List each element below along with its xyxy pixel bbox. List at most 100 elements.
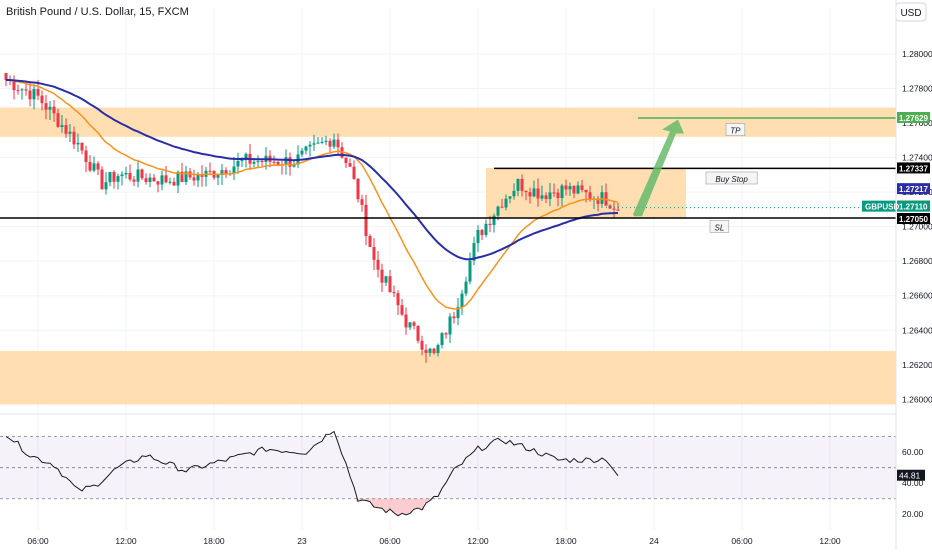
price-tag-ema_blue — [897, 183, 930, 195]
time-tick-label: 12:00 — [115, 536, 137, 546]
candle-body — [520, 178, 524, 191]
candle-body — [288, 157, 292, 167]
candle-body — [540, 195, 544, 199]
candle-body — [36, 89, 40, 96]
price-tick-label: 1.27600 — [902, 118, 932, 128]
candle-body — [272, 161, 276, 163]
candle-body — [216, 174, 220, 178]
price-tick-label: 1.26000 — [902, 394, 932, 404]
candle-body — [400, 305, 404, 315]
candle-body — [76, 142, 80, 145]
price-pane[interactable]: TP Buy Stop SL — [0, 8, 896, 530]
candle-body — [332, 139, 336, 147]
candle-body — [140, 169, 144, 179]
candle-body — [548, 192, 552, 200]
candle-body — [512, 190, 516, 197]
price-tick-label: 1.27400 — [902, 153, 932, 163]
annotation-tp: TP — [730, 127, 741, 136]
candle-body — [56, 113, 60, 127]
candle-body — [100, 169, 104, 190]
time-tick-label: 06:00 — [27, 536, 49, 546]
candle-body — [612, 208, 616, 210]
candle-body — [524, 190, 528, 193]
candle-body — [556, 192, 560, 199]
candle-body — [40, 95, 44, 104]
price-tag-tp — [897, 111, 930, 123]
candle-body — [136, 169, 140, 182]
rsi-tick-label: 20.00 — [902, 509, 924, 519]
candle-body — [448, 316, 452, 335]
candle-body — [144, 178, 148, 182]
candle-body — [412, 322, 416, 326]
candle-body — [532, 188, 536, 197]
candle-body — [488, 223, 492, 225]
candle-body — [432, 348, 436, 354]
candle-body — [452, 316, 456, 319]
symbol-tag-label: GBPUSD — [865, 203, 899, 212]
candle-body — [468, 260, 472, 282]
candle-body — [108, 172, 112, 183]
candle-body — [12, 81, 16, 91]
candle-body — [372, 246, 376, 260]
candle-body — [96, 163, 100, 170]
time-tick-label: 12:00 — [467, 536, 489, 546]
candle-body — [292, 164, 296, 167]
candle-body — [308, 144, 312, 147]
currency-button-label: USD — [900, 8, 921, 19]
candle-body — [504, 198, 508, 208]
candle-body — [160, 175, 164, 185]
candle-body — [220, 170, 224, 175]
candle-body — [112, 172, 116, 182]
price-tag-last-label: 1.27110 — [899, 203, 928, 212]
candle-body — [396, 293, 400, 306]
candle-body — [80, 142, 84, 151]
candle-body — [480, 229, 484, 236]
candle-body — [320, 141, 324, 143]
candle-body — [152, 177, 156, 182]
candle-body — [132, 179, 136, 182]
candle-body — [492, 215, 496, 225]
candle-body — [32, 89, 36, 100]
time-tick-label: 12:00 — [819, 536, 841, 546]
candle-body — [60, 125, 64, 127]
candle-body — [172, 181, 176, 186]
candle-body — [256, 161, 260, 163]
candle-body — [356, 178, 360, 200]
candle-body — [608, 205, 612, 209]
price-tag-buy_stop — [897, 162, 930, 174]
time-tick-label: 06:00 — [731, 536, 753, 546]
candle-body — [244, 153, 248, 161]
candle-body — [48, 106, 52, 110]
candle-body — [384, 276, 388, 283]
candle-body — [428, 348, 432, 353]
chart-title: British Pound / U.S. Dollar, 15, FXCM — [6, 6, 189, 18]
candle-body — [364, 204, 368, 237]
candle-body — [92, 163, 96, 171]
candle-body — [380, 269, 384, 283]
rsi-pane[interactable] — [0, 413, 896, 517]
candle-body — [120, 174, 124, 177]
candle-body — [184, 171, 188, 182]
candle-body — [200, 174, 204, 177]
candle-body — [600, 192, 604, 204]
price-tag-buy_stop-label: 1.27337 — [899, 164, 928, 173]
candle-body — [444, 333, 448, 335]
candle-body — [440, 333, 444, 346]
candle-body — [104, 182, 108, 190]
price-tag-tp-label: 1.27629 — [899, 114, 928, 123]
candle-body — [252, 161, 256, 164]
candle-body — [164, 175, 168, 183]
candle-body — [404, 314, 408, 328]
candle-body — [408, 322, 412, 328]
price-tick-label: 1.26400 — [902, 325, 932, 335]
zone-resistance — [0, 107, 896, 137]
annotation-tp-box — [725, 123, 746, 136]
candle-body — [44, 103, 48, 110]
time-tick-label: 18:00 — [555, 536, 577, 546]
candle-body — [472, 243, 476, 261]
price-tag-last — [897, 200, 930, 212]
candle-body — [376, 259, 380, 270]
price-tag-sl-label: 1.27050 — [899, 215, 928, 224]
